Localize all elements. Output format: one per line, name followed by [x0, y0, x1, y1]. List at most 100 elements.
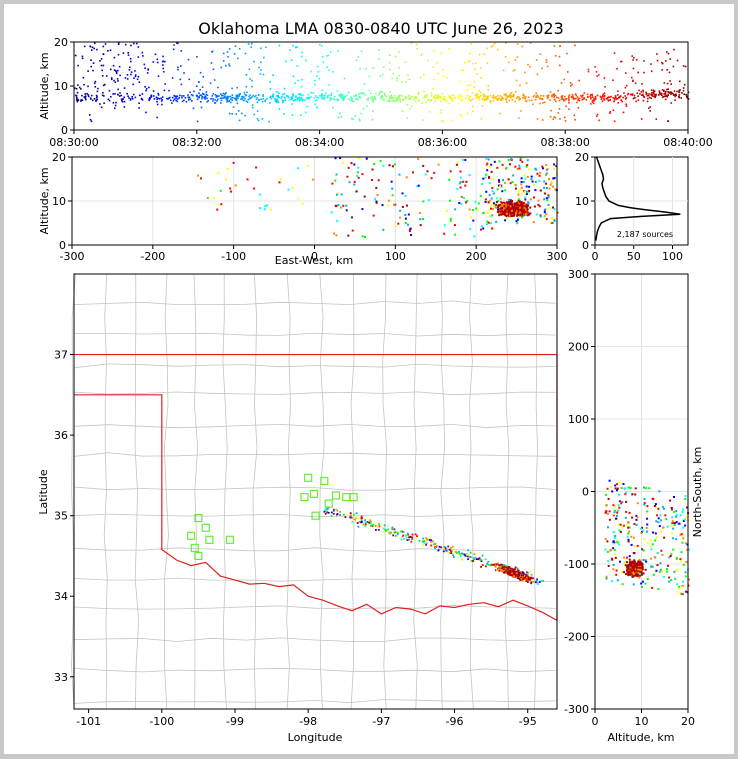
- altitude-time-point: [291, 98, 293, 100]
- ns-altitude-point: [619, 531, 622, 533]
- lma-station-marker: [187, 531, 196, 540]
- altitude-time-point: [198, 96, 200, 99]
- altitude-time-point: [241, 98, 243, 100]
- ns-altitude-point: [633, 561, 636, 564]
- altitude-time-point: [179, 78, 182, 81]
- altitude-time-point: [514, 91, 517, 93]
- altitude-time-point: [632, 79, 634, 82]
- altitude-time-point: [114, 107, 116, 110]
- ns-altitude-point: [645, 526, 648, 529]
- map-lightning-point: [507, 572, 510, 575]
- altitude-ew-point: [493, 160, 496, 163]
- altitude-time-point: [574, 44, 576, 47]
- altitude-time-point: [393, 99, 396, 102]
- altitude-time-point: [652, 92, 655, 95]
- altitude-time-point: [92, 69, 94, 72]
- altitude-time-point: [126, 74, 129, 76]
- altitude-ew-point: [480, 228, 482, 231]
- altitude-time-point: [222, 97, 224, 99]
- altitude-ew-point: [549, 221, 552, 224]
- altitude-time-point: [342, 99, 345, 102]
- altitude-ew-point: [334, 157, 337, 160]
- altitude-time-point: [459, 113, 462, 116]
- altitude-ew-point: [492, 178, 494, 181]
- altitude-time-point: [448, 96, 451, 98]
- altitude-time-point: [411, 95, 413, 98]
- lma-figure-svg: Oklahoma LMA 0830-0840 UTC June 26, 2023…: [37, 19, 713, 744]
- altitude-time-point: [558, 55, 561, 58]
- ns-altitude-point: [637, 574, 640, 577]
- altitude-time-point: [440, 109, 442, 112]
- ns-altitude-point: [618, 543, 620, 546]
- ns-altitude-point: [612, 531, 615, 533]
- altitude-time-point: [454, 96, 457, 99]
- altitude-ew-point: [537, 203, 540, 206]
- altitude-ew-point: [526, 214, 529, 217]
- altitude-ew-point: [351, 216, 353, 219]
- altitude-ew-point: [526, 208, 529, 211]
- altitude-ew-point: [544, 173, 547, 176]
- altitude-time-point: [499, 112, 501, 115]
- altitude-ew-point: [512, 203, 515, 206]
- ns-altitude-point: [628, 570, 631, 573]
- altitude-time-point: [667, 52, 670, 55]
- altitude-ew-point: [458, 202, 461, 204]
- map-lightning-point: [481, 564, 484, 566]
- altitude-time-point: [489, 94, 492, 97]
- altitude-time-point: [663, 89, 665, 92]
- ns-altitude-point: [657, 507, 660, 510]
- altitude-ew-point: [539, 215, 542, 218]
- altitude-time-point: [394, 55, 397, 58]
- altitude-time-point: [341, 98, 344, 100]
- altitude-ew-point: [490, 222, 493, 225]
- altitude-time-point: [183, 99, 185, 102]
- altitude-time-point: [650, 89, 653, 91]
- altitude-time-point: [156, 101, 158, 103]
- ns-altitude-point: [650, 548, 653, 551]
- altitude-time-point: [245, 74, 248, 76]
- altitude-ew-point: [519, 204, 522, 207]
- altitude-time-point: [625, 103, 627, 106]
- altitude-time-point: [560, 96, 563, 98]
- map-lightning-point: [325, 509, 328, 511]
- altitude-time-point: [429, 100, 432, 102]
- altitude-ew-point: [528, 212, 531, 215]
- altitude-ew-point: [518, 167, 521, 170]
- altitude-time-point: [126, 93, 128, 95]
- altitude-time-point: [272, 96, 274, 98]
- ns-altitude-point: [682, 519, 685, 522]
- altitude-time-point: [669, 58, 671, 60]
- altitude-ew-point: [538, 174, 541, 177]
- altitude-ew-point: [498, 179, 500, 182]
- altitude-time-point: [90, 65, 92, 68]
- ns-altitude-point: [659, 514, 662, 517]
- altitude-time-point: [86, 92, 88, 95]
- altitude-time-point: [260, 61, 262, 63]
- ns-altitude-point: [678, 522, 681, 525]
- altitude-time-point: [395, 100, 397, 103]
- altitude-time-point: [353, 95, 356, 97]
- altitude-ew-point: [507, 202, 510, 205]
- altitude-time-point: [489, 101, 492, 104]
- map-lightning-point: [454, 551, 457, 553]
- ns-altitude-point: [639, 563, 642, 566]
- altitude-time-point: [607, 100, 610, 102]
- map-lightning-point: [453, 556, 455, 558]
- altitude-time-point: [117, 93, 119, 96]
- altitude-time-point: [442, 69, 444, 71]
- altitude-time-point: [567, 95, 570, 98]
- ns-altitude-point: [612, 514, 615, 517]
- map-lightning-point: [526, 577, 529, 580]
- altitude-time-point: [227, 56, 229, 58]
- ns-altitude-point: [633, 559, 636, 562]
- altitude-ew-point: [487, 158, 490, 161]
- altitude-ew-point: [422, 218, 424, 221]
- altitude-time-point: [234, 45, 237, 47]
- altitude-time-plot-area: [73, 41, 689, 131]
- altitude-time-point: [359, 92, 362, 94]
- altitude-time-point: [171, 96, 174, 99]
- altitude-ew-point: [461, 158, 464, 161]
- map-lightning-point: [339, 514, 341, 516]
- map-lightning-point: [364, 519, 366, 522]
- altitude-time-point: [141, 51, 144, 54]
